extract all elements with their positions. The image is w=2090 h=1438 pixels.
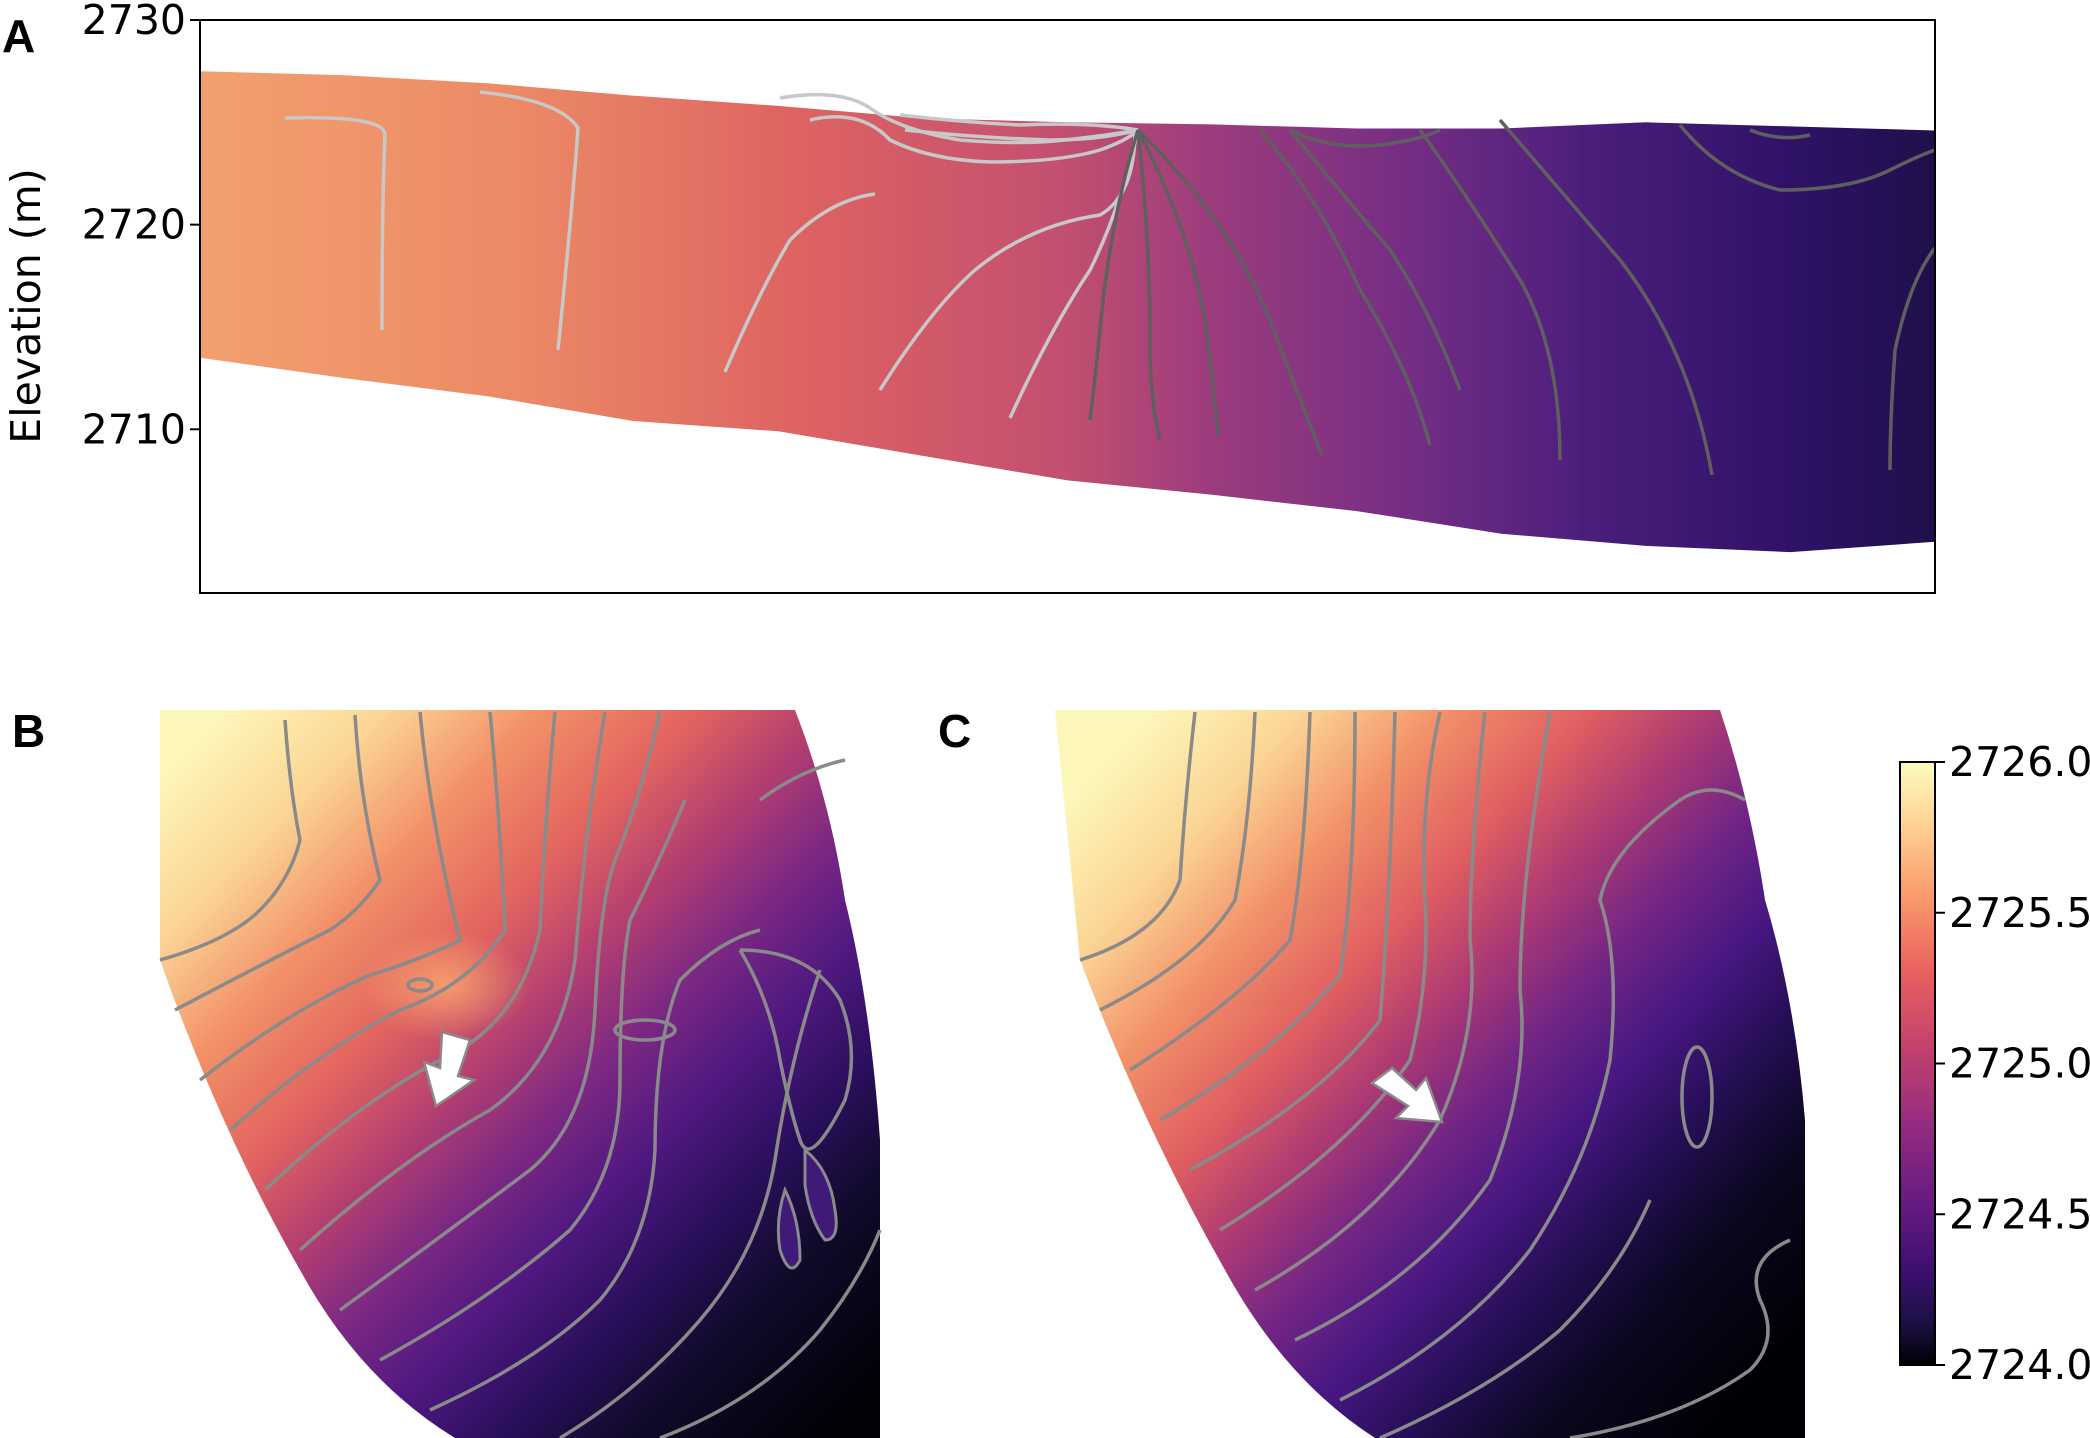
- colorbar-tick-label: 2725.5: [1949, 889, 2090, 937]
- map-b-low-pools: [776, 1146, 838, 1270]
- colorbar: 2726.0 2725.5 2725.0 2724.5 2724.0: [1899, 738, 2090, 1389]
- map-b-field: [160, 710, 880, 1438]
- plot-frame-a: [199, 19, 1936, 594]
- y-axis-a: 2710 2720 2730: [82, 0, 200, 453]
- panel-b: B: [12, 705, 882, 1438]
- contour-line-dark: [1678, 123, 1935, 192]
- contour-line-light: [904, 128, 1139, 142]
- colorbar-gradient: [1899, 761, 1936, 1366]
- colorbar-tick-label: 2724.0: [1949, 1341, 2090, 1389]
- contour-line-dark: [1749, 128, 1811, 140]
- y-tick-label: 2720: [82, 201, 186, 249]
- contour-line-dark: [1888, 246, 1935, 471]
- contour-line-light: [479, 90, 580, 351]
- contour-line-dark: [1289, 128, 1441, 148]
- contour-line-dark: [1258, 128, 1432, 446]
- arrow-c: [1369, 1066, 1444, 1124]
- map-c-field: [1055, 710, 1805, 1438]
- panel-a-letter: A: [2, 10, 35, 62]
- panel-a: A 2710 2720 2730 Elevation (m): [2, 0, 1936, 594]
- contour-line-dark: [1498, 118, 1714, 476]
- contour-line-dark: [1136, 129, 1162, 441]
- panel-c: C: [938, 705, 1805, 1438]
- cross-section-contours: [284, 90, 1935, 476]
- y-tick-label: 2710: [82, 405, 186, 453]
- panel-c-letter: C: [938, 705, 971, 757]
- contour-line-light: [723, 192, 876, 373]
- map-b-high-spot: [360, 930, 530, 1040]
- contour-line-dark: [1418, 128, 1562, 461]
- cross-section-field: [200, 71, 1935, 553]
- contour-line-dark: [1136, 129, 1220, 436]
- contour-line-dark: [1288, 128, 1462, 391]
- contour-line-light: [284, 115, 387, 331]
- contour-line-light: [899, 113, 1139, 132]
- colorbar-ticks: 2726.0 2725.5 2725.0 2724.5 2724.0: [1935, 738, 2090, 1389]
- panel-b-letter: B: [12, 705, 45, 757]
- colorbar-tick-label: 2725.0: [1949, 1040, 2090, 1088]
- contour-line-dark: [1088, 129, 1140, 421]
- contour-line-light: [878, 129, 1137, 391]
- contour-line-light: [809, 115, 1140, 164]
- arrow-b: [422, 1030, 478, 1109]
- y-tick-label: 2730: [82, 0, 186, 44]
- map-b-contours: [159, 711, 882, 1438]
- colorbar-tick-label: 2726.0: [1949, 738, 2090, 786]
- contour-line-dark: [1136, 128, 1324, 456]
- colorbar-tick-label: 2724.5: [1949, 1190, 2090, 1238]
- cross-section-body: [200, 71, 1935, 553]
- map-c-contours: [1079, 711, 1791, 1438]
- y-axis-label: Elevation (m): [2, 168, 50, 443]
